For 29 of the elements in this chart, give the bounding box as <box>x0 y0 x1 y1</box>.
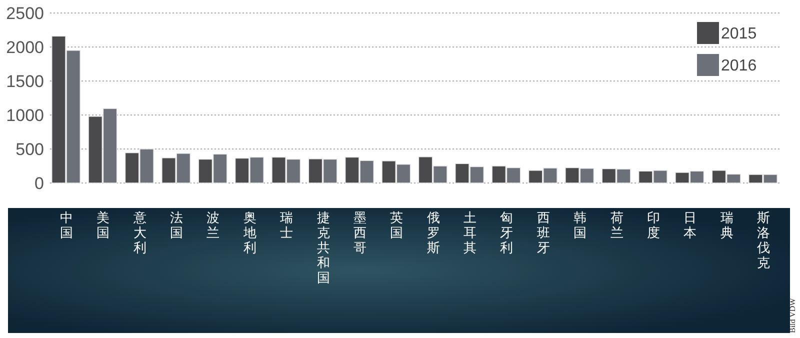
x-tick-label: 墨西哥 <box>353 210 366 255</box>
y-tick-label: 1500 <box>6 72 44 91</box>
x-tick-label: 法国 <box>170 210 184 240</box>
x-tick-label: 俄罗斯 <box>426 210 440 255</box>
legend-label: 2016 <box>721 58 757 75</box>
x-tick-label: 西班牙 <box>536 210 550 255</box>
x-tick-label: 捷克共和国 <box>316 210 330 285</box>
y-tick-label: 500 <box>16 140 44 159</box>
x-tick-label: 美国 <box>96 210 110 240</box>
legend-label: 2015 <box>721 26 757 43</box>
x-tick-label: 斯洛伐克 <box>756 210 770 270</box>
x-tick-label: 印度 <box>646 210 660 240</box>
x-tick-label: 匈牙利 <box>500 210 514 255</box>
x-tick-label: 瑞典 <box>720 210 734 240</box>
text: Bild VDW <box>788 298 797 333</box>
x-tick-label: 瑞士 <box>280 210 294 240</box>
x-tick-label: 意大利 <box>132 210 146 255</box>
y-tick-label: 2000 <box>6 38 44 57</box>
y-tick-label: 2500 <box>6 4 44 23</box>
x-tick-label: 波兰 <box>206 210 220 240</box>
y-tick-label: 0 <box>34 174 44 193</box>
y-tick-label: 1000 <box>6 106 44 125</box>
x-tick-label: 土耳其 <box>464 210 477 255</box>
x-tick-label: 日本 <box>684 210 697 240</box>
x-tick-label: 荷兰 <box>610 210 624 240</box>
x-tick-label: 中国 <box>60 210 74 240</box>
x-tick-label: 奥地利 <box>242 210 256 255</box>
x-tick-label: 英国 <box>390 210 404 240</box>
x-tick-label: 韩国 <box>574 210 587 240</box>
